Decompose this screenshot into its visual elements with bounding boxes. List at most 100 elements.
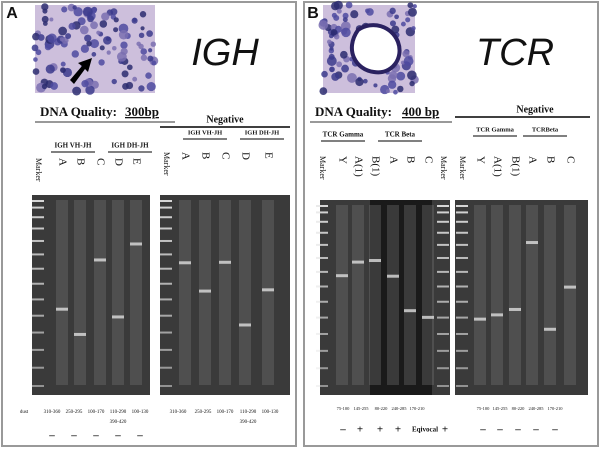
lane-label: Marker <box>34 158 43 182</box>
cell-nucleus <box>72 5 77 10</box>
arrow <box>70 58 92 84</box>
cell-nucleus <box>319 87 328 95</box>
dna-quality-value: 400 bp <box>402 104 439 119</box>
group-label: IGH VH-JH <box>54 142 92 150</box>
sample-band <box>544 327 556 331</box>
ladder-band <box>160 314 172 317</box>
cell-nucleus <box>321 70 328 78</box>
lane-label: Marker <box>162 152 171 176</box>
cell-nucleus <box>96 30 101 35</box>
lane-label: B(1) <box>509 156 521 177</box>
cell-nucleus <box>87 15 94 23</box>
cell-nucleus <box>33 57 38 62</box>
cell-nucleus <box>45 64 55 74</box>
ladder-band <box>160 331 172 334</box>
gel <box>370 200 432 395</box>
sample-band <box>422 315 434 319</box>
cell-nucleus <box>65 33 72 39</box>
lane-label: B(1) <box>369 156 381 177</box>
lane-smear <box>239 200 251 385</box>
sample-band <box>526 241 538 245</box>
size-label: 80-220 <box>375 406 388 411</box>
cell-nucleus <box>342 17 348 23</box>
cell-nucleus <box>146 81 156 92</box>
cell-nucleus <box>121 70 129 78</box>
lane-smear <box>404 205 416 385</box>
cell-nucleus <box>341 27 351 38</box>
lane-label: B <box>544 156 556 163</box>
lane-label: E <box>262 152 274 159</box>
gel <box>160 195 290 395</box>
ladder-band <box>32 239 44 242</box>
cell-nucleus <box>41 3 49 11</box>
ladder-band <box>437 205 449 207</box>
group-label: TCRBeta <box>532 126 559 133</box>
lane-label: B <box>74 158 86 165</box>
lane-label: C <box>422 156 434 163</box>
cell-nucleus <box>98 59 105 66</box>
cell-nucleus <box>132 76 138 82</box>
lane-label: B <box>404 156 416 163</box>
size-label: 110-290 <box>240 410 257 415</box>
cell-nucleus <box>32 68 40 75</box>
cell-nucleus <box>81 79 89 88</box>
cell-nucleus <box>151 60 157 66</box>
result-sign: – <box>114 430 121 442</box>
cell-nucleus <box>106 50 111 55</box>
ladder-band <box>437 211 449 214</box>
ladder-band <box>160 239 172 242</box>
result-sign: + <box>442 424 448 436</box>
cell-nucleus <box>139 11 147 18</box>
ladder-band <box>32 385 44 387</box>
group-label: TCR Gamma <box>323 131 364 139</box>
cell-nucleus <box>396 71 406 81</box>
cell-nucleus <box>145 72 152 79</box>
size-label: 100-130 <box>262 410 279 415</box>
ladder-band <box>456 300 468 303</box>
group-label: TCR Beta <box>385 131 416 139</box>
size-label: 170-210 <box>548 406 564 411</box>
cell-nucleus <box>140 48 147 55</box>
ladder-band <box>316 211 328 214</box>
size-label: 80-220 <box>512 406 525 411</box>
result-sign: – <box>532 424 539 436</box>
lane-smear <box>112 200 124 385</box>
ladder-band <box>160 216 172 219</box>
cell-nucleus <box>405 17 411 23</box>
lane-label: Marker <box>458 156 467 180</box>
cell-nucleus <box>331 72 340 81</box>
ladder-band <box>437 256 449 259</box>
cell-nucleus <box>148 48 153 53</box>
size-label: 100-130 <box>132 410 149 415</box>
result-sign: – <box>551 424 558 436</box>
cell-nucleus <box>326 56 337 66</box>
size-label: 100-170 <box>217 410 234 415</box>
gel <box>455 200 588 395</box>
ladder-band <box>456 231 468 234</box>
panel-label: A <box>6 5 18 22</box>
group-label: IGH DH-JH <box>245 129 280 136</box>
cell-nucleus <box>136 41 141 47</box>
panel-title: IGH <box>191 32 259 74</box>
cell-nucleus <box>37 34 45 41</box>
dna-quality-value: 300bp <box>125 104 159 119</box>
cell-nucleus <box>318 20 329 30</box>
cell-nucleus <box>49 17 54 22</box>
cell-nucleus <box>409 80 415 87</box>
size-label: 240-285 <box>392 406 408 411</box>
result-sign: – <box>514 424 521 436</box>
cell-nucleus <box>99 45 105 51</box>
lane-smear <box>422 205 434 385</box>
sample-band <box>74 332 86 336</box>
ladder-band <box>160 253 172 256</box>
lane-label: B <box>199 152 211 159</box>
ladder-band <box>316 316 328 319</box>
result-sign: + <box>377 424 383 436</box>
cell-nucleus <box>407 70 417 81</box>
ladder-band <box>456 367 468 370</box>
cell-nucleus <box>85 85 95 95</box>
size-label: 145-255 <box>493 406 509 411</box>
cell-nucleus <box>112 45 117 51</box>
cell-nucleus <box>329 66 335 73</box>
ladder-band <box>32 366 44 369</box>
